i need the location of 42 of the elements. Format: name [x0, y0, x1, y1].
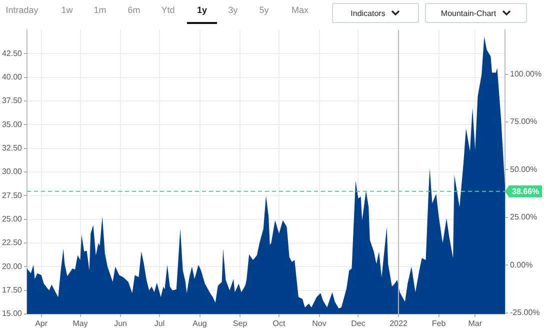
text: 1w	[61, 5, 73, 15]
text: Indicators	[350, 8, 386, 18]
x-tick-label: Oct	[272, 319, 286, 328]
text: 6m	[128, 5, 140, 15]
x-tick-label: Aug	[192, 319, 207, 328]
text: 3y	[228, 5, 238, 15]
ref-line-label: 38.66%	[512, 187, 540, 196]
x-tick-label: 2022	[390, 319, 408, 328]
y2-tick-label: 100.00%	[510, 69, 542, 78]
text: Max	[290, 5, 310, 15]
y-tick-label: 35.00	[2, 120, 23, 129]
y-tick-label: 25.00	[2, 214, 23, 224]
text: 1y	[196, 5, 207, 15]
y-tick-label: 27.50	[2, 190, 23, 200]
x-tick-label: Nov	[312, 319, 326, 328]
x-tick-label: Dec	[351, 319, 366, 328]
x-tick-label: Feb	[432, 319, 446, 328]
y-tick-label: 40.00	[2, 72, 23, 82]
text: 5y	[259, 5, 269, 15]
y2-tick-label: -25.00%	[510, 308, 540, 318]
y-tick-label: 17.50	[2, 286, 23, 295]
text: Intraday	[4, 5, 40, 15]
x-tick-label: Apr	[35, 319, 48, 328]
x-tick-label: Jun	[114, 319, 127, 328]
x-tick-label: Jul	[154, 319, 165, 328]
text: Ytd	[161, 5, 175, 15]
text: 1m	[94, 5, 106, 15]
y-tick-label: 22.50	[2, 238, 23, 248]
x-tick-label: May	[72, 319, 88, 328]
y-tick-label: 32.50	[2, 144, 23, 153]
x-tick-label: Sep	[232, 319, 248, 328]
y-tick-label: 37.50	[2, 96, 23, 106]
x-tick-label: Mar	[468, 319, 482, 328]
y2-tick-label: 25.00%	[510, 212, 538, 222]
y2-tick-label: 75.00%	[510, 117, 538, 126]
y-tick-label: 20.00	[2, 262, 23, 271]
y-tick-label: 30.00	[2, 167, 23, 176]
y2-tick-label: 50.00%	[510, 164, 538, 174]
text: Mountain-Chart	[440, 8, 496, 18]
y2-tick-label: 0.00%	[510, 260, 533, 270]
y-tick-label: 15.00	[2, 309, 23, 318]
y-tick-label: 42.50	[2, 48, 23, 58]
